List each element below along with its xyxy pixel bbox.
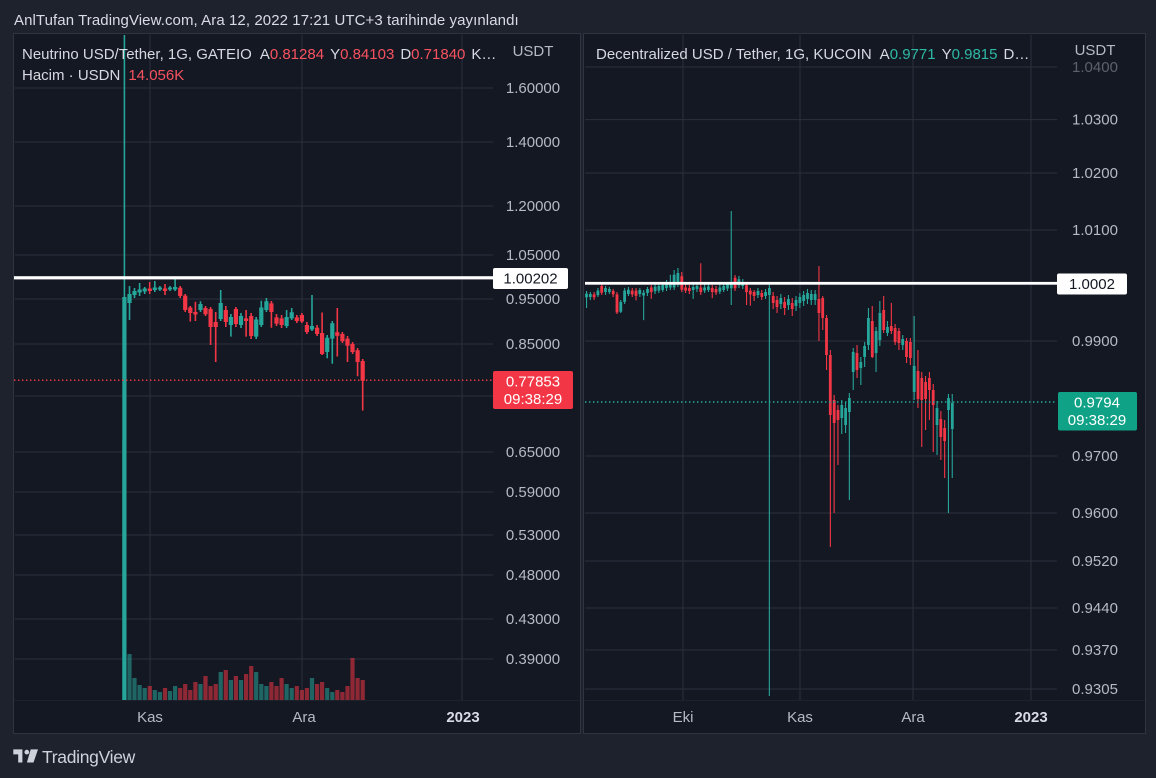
svg-text:Ara: Ara (901, 709, 925, 726)
svg-text:2023: 2023 (446, 709, 479, 726)
svg-text:0.9794: 0.9794 (1074, 395, 1120, 412)
svg-text:1.0400: 1.0400 (1072, 59, 1118, 76)
svg-text:0.9370: 0.9370 (1072, 642, 1118, 659)
svg-text:0.9305: 0.9305 (1072, 681, 1118, 698)
svg-text:Kas: Kas (137, 709, 163, 726)
svg-text:0.65000: 0.65000 (506, 444, 560, 461)
svg-text:0.53000: 0.53000 (506, 527, 560, 544)
svg-text:Eki: Eki (673, 709, 694, 726)
svg-text:0.95000: 0.95000 (506, 291, 560, 308)
svg-text:1.60000: 1.60000 (506, 80, 560, 97)
svg-text:TradingView: TradingView (42, 747, 136, 767)
svg-text:1.20000: 1.20000 (506, 198, 560, 215)
svg-text:Kas: Kas (787, 709, 813, 726)
svg-text:0.43000: 0.43000 (506, 611, 560, 628)
svg-text:Ara: Ara (292, 709, 316, 726)
svg-text:Decentralized USD / Tether, 1G: Decentralized USD / Tether, 1G, KUCOIN A0… (596, 46, 1029, 63)
svg-text:1.00202: 1.00202 (503, 271, 557, 288)
svg-text:1.0300: 1.0300 (1072, 112, 1118, 129)
svg-text:1.40000: 1.40000 (506, 134, 560, 151)
svg-text:1.0100: 1.0100 (1072, 222, 1118, 239)
svg-text:0.48000: 0.48000 (506, 567, 560, 584)
svg-text:09:38:29: 09:38:29 (504, 391, 562, 408)
svg-text:0.9600: 0.9600 (1072, 505, 1118, 522)
svg-text:0.9440: 0.9440 (1072, 600, 1118, 617)
svg-text:Neutrino USD/Tether, 1G, GATEI: Neutrino USD/Tether, 1G, GATEIO A0.81284 Y… (22, 46, 496, 63)
svg-text:0.9700: 0.9700 (1072, 448, 1118, 465)
svg-text:1.0002: 1.0002 (1069, 276, 1115, 293)
svg-text:2023: 2023 (1014, 709, 1047, 726)
svg-text:USDT: USDT (1075, 42, 1116, 59)
svg-text:0.59000: 0.59000 (506, 484, 560, 501)
svg-text:1.0200: 1.0200 (1072, 165, 1118, 182)
svg-text:0.39000: 0.39000 (506, 651, 560, 668)
svg-text:USDT: USDT (513, 43, 554, 60)
svg-text:09:38:29: 09:38:29 (1068, 412, 1126, 429)
svg-text:0.85000: 0.85000 (506, 336, 560, 353)
svg-text:0.9900: 0.9900 (1072, 333, 1118, 350)
svg-text:1.05000: 1.05000 (506, 247, 560, 264)
svg-text:0.77853: 0.77853 (506, 374, 560, 391)
svg-text:0.9520: 0.9520 (1072, 553, 1118, 570)
